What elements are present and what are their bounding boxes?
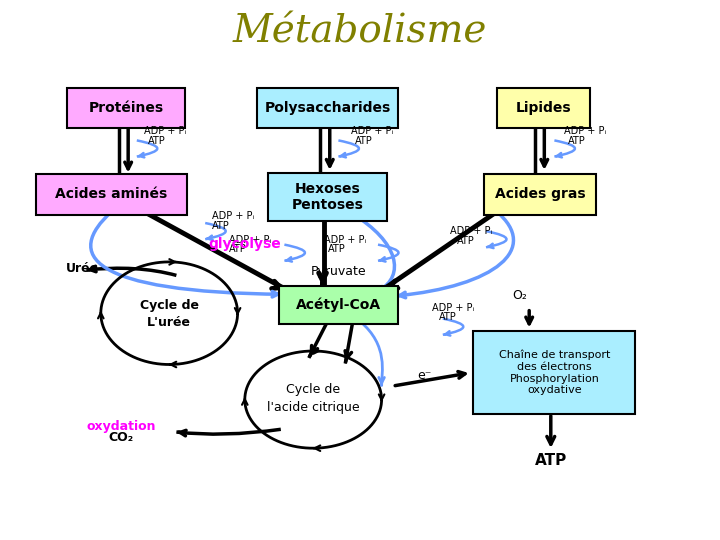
FancyBboxPatch shape: [497, 87, 590, 128]
Text: ATP: ATP: [212, 221, 230, 231]
Text: oxydation: oxydation: [86, 420, 156, 433]
Text: ATP: ATP: [535, 453, 567, 468]
Text: O₂: O₂: [513, 289, 527, 302]
Text: Acides gras: Acides gras: [495, 187, 585, 201]
Text: Cycle de: Cycle de: [286, 383, 341, 396]
Text: ADP + Pᵢ: ADP + Pᵢ: [212, 211, 255, 221]
Text: ATP: ATP: [148, 137, 166, 146]
Text: Acétyl-CoA: Acétyl-CoA: [296, 298, 381, 312]
Text: ATP: ATP: [229, 245, 247, 254]
Text: ADP + Pᵢ: ADP + Pᵢ: [324, 235, 366, 245]
FancyBboxPatch shape: [268, 173, 387, 221]
Text: Cycle de: Cycle de: [140, 299, 199, 312]
Text: ATP: ATP: [439, 312, 457, 322]
Text: ADP + Pᵢ: ADP + Pᵢ: [450, 226, 492, 236]
Text: Pyruvate: Pyruvate: [310, 265, 366, 278]
Text: Chaîne de transport
des électrons
Phosphorylation
oxydative: Chaîne de transport des électrons Phosph…: [499, 350, 610, 395]
FancyBboxPatch shape: [66, 87, 186, 128]
Text: Urée: Urée: [66, 262, 99, 275]
Text: glycolyse: glycolyse: [208, 237, 282, 251]
FancyBboxPatch shape: [279, 286, 397, 324]
FancyBboxPatch shape: [474, 330, 635, 415]
Text: CO₂: CO₂: [109, 431, 133, 444]
Text: ADP + Pᵢ: ADP + Pᵢ: [564, 126, 607, 136]
FancyBboxPatch shape: [36, 174, 187, 214]
Text: Protéines: Protéines: [89, 101, 163, 115]
Text: ATP: ATP: [355, 137, 373, 146]
Text: Hexoses
Pentoses: Hexoses Pentoses: [292, 182, 364, 212]
Text: ADP + Pᵢ: ADP + Pᵢ: [432, 303, 474, 313]
Text: e⁻: e⁻: [418, 369, 432, 382]
Text: Acides aminés: Acides aminés: [55, 187, 168, 201]
Text: ADP + Pᵢ: ADP + Pᵢ: [144, 126, 186, 136]
Text: L'urée: L'urée: [147, 316, 192, 329]
FancyBboxPatch shape: [484, 174, 596, 214]
Text: ATP: ATP: [568, 137, 586, 146]
Text: Métabolisme: Métabolisme: [233, 14, 487, 51]
FancyBboxPatch shape: [258, 87, 397, 128]
Text: ATP: ATP: [457, 236, 475, 246]
Text: Lipides: Lipides: [516, 101, 572, 115]
Text: l'acide citrique: l'acide citrique: [267, 401, 359, 414]
Text: ADP + Pᵢ: ADP + Pᵢ: [229, 235, 271, 245]
Text: Polysaccharides: Polysaccharides: [264, 101, 391, 115]
Text: ATP: ATP: [328, 245, 346, 254]
Text: ADP + Pᵢ: ADP + Pᵢ: [351, 126, 394, 136]
